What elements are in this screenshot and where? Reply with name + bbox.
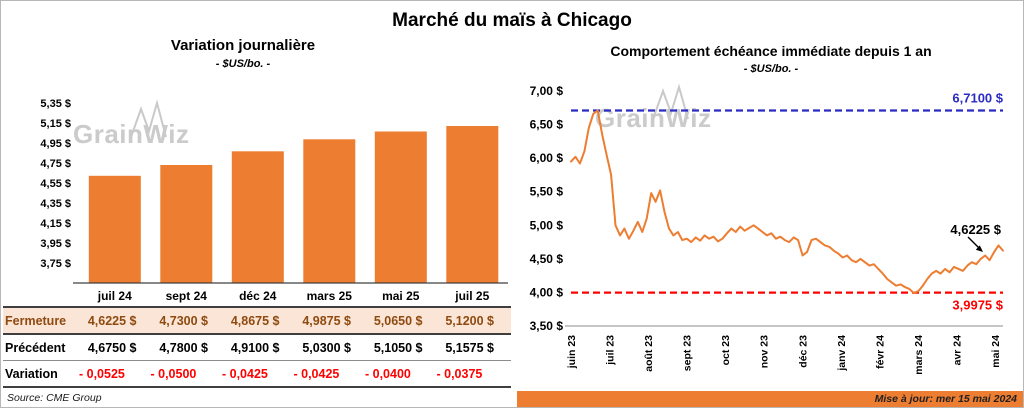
- table-row-negative: Variation - 0,0525 - 0,0500 - 0,0425 - 0,042…: [3, 361, 511, 388]
- bar-y-tick-label: 4,95 $: [40, 138, 71, 150]
- month-header: sept 24: [165, 288, 207, 303]
- price-table: juil 24 sept 24 déc 24 mars 25 mai 25 juil 25…: [3, 285, 511, 388]
- table-row-normal: Précédent 4,6750 $ 4,7800 $ 4,9100 $ 5,0300 …: [3, 335, 511, 361]
- bar-déc 24: [231, 151, 284, 283]
- table-cell: 4,7800 $: [159, 340, 208, 355]
- table-cell: - 0,0425: [222, 366, 268, 381]
- line-x-tick-label: août 23: [643, 335, 655, 372]
- update-banner: Mise à jour: mer 15 mai 2024: [517, 391, 1023, 407]
- row-label: Fermeture: [5, 313, 67, 328]
- reference-line-label: 3,9975 $: [952, 298, 1003, 313]
- line-x-tick-label: sept 23: [682, 335, 694, 371]
- watermark-squiggle-icon: [652, 83, 689, 120]
- bar-y-tick-label: 4,55 $: [40, 178, 71, 190]
- line-x-tick-label: oct 23: [720, 335, 732, 366]
- table-cell: 4,6750 $: [87, 340, 137, 355]
- watermark-squiggle-icon: [130, 99, 167, 138]
- table-cell: 4,9100 $: [230, 340, 280, 355]
- line-y-tick-label: 5,50 $: [530, 185, 564, 199]
- line-x-tick-label: févr 24: [874, 335, 886, 369]
- table-cell: 5,0650 $: [373, 313, 423, 328]
- table-cell: 5,1050 $: [373, 340, 423, 355]
- price-line: [570, 109, 1004, 295]
- table-row-fermeture: Fermeture 4,6225 $ 4,7300 $ 4,8675 $ 4,9875 …: [3, 306, 511, 335]
- line-x-tick-label: mai 24: [990, 335, 1002, 368]
- line-y-tick-label: 4,00 $: [530, 285, 564, 299]
- last-price-label: 4,6225 $: [950, 222, 1001, 237]
- table-cell: - 0,0525: [79, 366, 125, 381]
- line-x-tick-label: juil 23: [605, 335, 617, 366]
- annotation-arrow-icon: [967, 236, 980, 249]
- line-x-tick-label: avr 24: [952, 335, 964, 366]
- line-y-tick-label: 4,50 $: [530, 252, 564, 266]
- table-cell: 4,8675 $: [230, 313, 280, 328]
- line-chart-title: Comportement échéance immédiate depuis 1…: [610, 43, 932, 59]
- bar-y-tick-label: 3,95 $: [40, 238, 71, 250]
- table-cell: 5,1575 $: [445, 340, 494, 355]
- bar-chart-subtitle: - $US/bo. -: [215, 58, 271, 70]
- bar-mars 25: [303, 139, 356, 283]
- table-cell: 5,0300 $: [302, 340, 351, 355]
- line-x-tick-label: déc 23: [797, 335, 809, 368]
- bar-y-tick-label: 3,75 $: [40, 258, 71, 270]
- month-header: déc 24: [239, 288, 277, 303]
- bar-sept 24: [160, 165, 213, 283]
- bar-y-tick-label: 5,15 $: [40, 118, 71, 130]
- line-y-tick-label: 6,00 $: [530, 151, 564, 165]
- line-x-tick-label: mars 24: [913, 335, 925, 375]
- table-month-header-row: juil 24 sept 24 déc 24 mars 25 mai 25 juil 25: [3, 285, 511, 306]
- bar-y-tick-label: 4,15 $: [40, 218, 71, 230]
- table-cell: 4,9875 $: [302, 313, 351, 328]
- bar-juil 24: [88, 175, 141, 283]
- bar-juil 25: [446, 126, 499, 283]
- bar-chart-title: Variation journalière: [170, 37, 316, 54]
- page-title: Marché du maïs à Chicago: [392, 10, 632, 31]
- line-y-tick-label: 7,00 $: [530, 84, 564, 98]
- table-cell: - 0,0400: [365, 366, 411, 381]
- line-x-tick-label: janv 24: [836, 335, 848, 372]
- month-header: juil 24: [97, 288, 132, 303]
- bar-y-tick-label: 4,35 $: [40, 198, 71, 210]
- annotation-arrowhead-icon: [975, 245, 983, 252]
- table-cell: 4,6225 $: [87, 313, 137, 328]
- line-chart: 7,00 $ 6,50 $ 6,00 $ 5,50 $ 5,00 $ 4,50 $ 4,00…: [530, 83, 1004, 375]
- bar-y-tick-label: 5,35 $: [40, 98, 71, 110]
- bar-chart: 5,35 $ 5,15 $ 4,95 $ 4,75 $ 4,55 $ 4,35 $ 4,15…: [40, 98, 508, 284]
- line-y-tick-label: 6,50 $: [530, 118, 564, 132]
- line-chart-subtitle: - $US/bo. -: [743, 63, 799, 75]
- line-y-tick-label: 5,00 $: [530, 218, 564, 232]
- month-header: mai 25: [382, 288, 420, 303]
- month-header: juil 25: [455, 288, 490, 303]
- row-label: Variation: [5, 366, 58, 381]
- row-label: Précédent: [5, 340, 66, 355]
- update-label: Mise à jour: mer 15 mai 2024: [874, 393, 1017, 405]
- source-label: Source: CME Group: [7, 392, 102, 404]
- bar-mai 25: [374, 131, 427, 283]
- line-x-tick-label: juin 23: [566, 335, 578, 369]
- line-y-tick-label: 3,50 $: [530, 319, 564, 333]
- table-cell: - 0,0500: [150, 366, 197, 381]
- table-cell: - 0,0425: [293, 366, 340, 381]
- table-cell: - 0,0375: [436, 366, 483, 381]
- table-cell: 5,1200 $: [445, 313, 494, 328]
- month-header: mars 25: [306, 288, 352, 303]
- watermark: GrainWiz: [73, 119, 189, 149]
- line-x-tick-label: nov 23: [759, 335, 771, 368]
- table-cell: 4,7300 $: [159, 313, 208, 328]
- bar-y-tick-label: 4,75 $: [40, 158, 71, 170]
- reference-line-label: 6,7100 $: [952, 91, 1003, 106]
